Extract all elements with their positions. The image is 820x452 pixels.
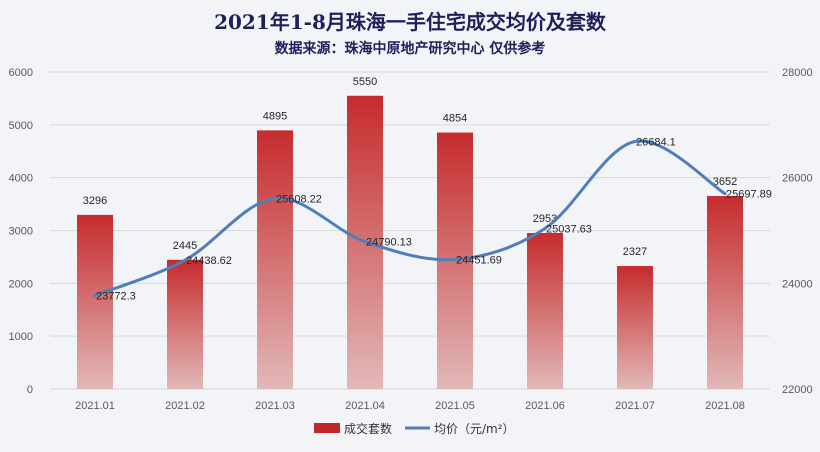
line-point (273, 196, 277, 200)
bar-value-label: 2327 (623, 246, 647, 258)
line-value-label: 25037.63 (546, 224, 592, 236)
x-tick-label: 2021.01 (75, 400, 115, 412)
line-point (183, 258, 187, 262)
bar (617, 266, 653, 389)
x-tick-label: 2021.06 (525, 400, 565, 412)
x-tick-label: 2021.04 (345, 400, 385, 412)
legend-bar-label: 成交套数 (344, 421, 392, 436)
x-tick-label: 2021.07 (615, 400, 655, 412)
bar-value-label: 4854 (443, 113, 467, 125)
series-line (93, 139, 727, 297)
bar-value-label: 3652 (713, 176, 737, 188)
bar (527, 232, 563, 389)
y-left-tick-label: 4000 (9, 173, 33, 185)
legend-bar-swatch (314, 423, 340, 433)
bar-value-label: 2445 (173, 240, 197, 252)
y-right-tick-label: 28000 (782, 67, 813, 79)
bar (77, 214, 113, 389)
bar (167, 259, 203, 389)
y-right-tick-label: 26000 (782, 173, 813, 185)
line-value-label: 24451.69 (456, 254, 502, 266)
y-left-tick-label: 0 (27, 384, 33, 396)
line-point (543, 227, 547, 231)
x-tick-label: 2021.03 (255, 400, 295, 412)
legend-line-label: 均价（元/m²） (434, 422, 515, 436)
chart-subtitle: 数据来源：珠海中原地产研究中心 仅供参考 (274, 41, 546, 57)
line-point (93, 293, 97, 297)
line-value-label: 24790.13 (366, 237, 412, 249)
chart-title: 2021年1-8月珠海一手住宅成交均价及套数 (214, 10, 606, 34)
line-point (723, 192, 727, 196)
x-tick-label: 2021.08 (705, 400, 745, 412)
line-value-label: 26684.1 (636, 137, 676, 149)
y-left-tick-label: 5000 (9, 120, 33, 132)
bar (707, 196, 743, 389)
bar-value-label: 3296 (83, 195, 107, 207)
line-point (363, 240, 367, 244)
x-tick-label: 2021.02 (165, 400, 205, 412)
line-value-label: 25608.22 (276, 193, 322, 205)
y-right-tick-label: 22000 (782, 384, 813, 396)
y-left-tick-label: 6000 (9, 67, 33, 79)
y-right-tick-label: 24000 (782, 278, 813, 290)
line-value-label: 25697.89 (726, 189, 772, 201)
bar (257, 130, 293, 389)
line-value-label: 24438.62 (186, 255, 232, 267)
x-tick-label: 2021.05 (435, 400, 475, 412)
line-point (633, 140, 637, 144)
line-point (453, 257, 457, 261)
y-left-tick-label: 3000 (9, 226, 33, 238)
y-left-tick-label: 1000 (9, 331, 33, 343)
y-left-tick-label: 2000 (9, 278, 33, 290)
bar-value-label: 4895 (263, 110, 287, 122)
bar-value-label: 5550 (353, 76, 377, 88)
line-value-label: 23772.3 (96, 290, 136, 302)
